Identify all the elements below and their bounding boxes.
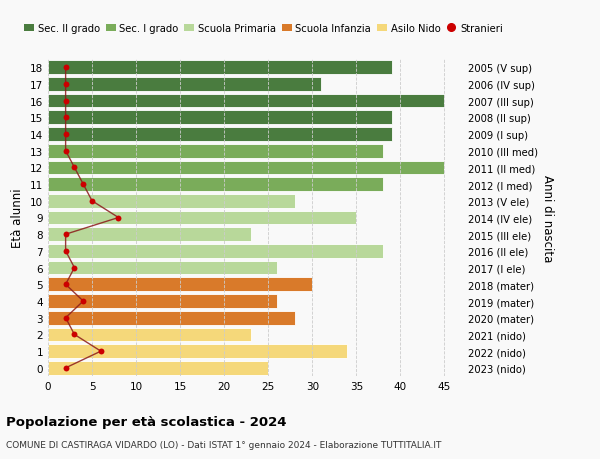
Bar [48,278,312,291]
Point [70,331,79,338]
Point [61,314,70,322]
Bar [48,228,251,241]
Point [87,198,97,205]
Bar [48,361,268,375]
Point [70,164,79,172]
Point [61,81,70,88]
Point [79,181,88,188]
Point [61,131,70,138]
Point [61,64,70,72]
Text: Popolazione per età scolastica - 2024: Popolazione per età scolastica - 2024 [6,415,287,428]
Y-axis label: Età alunni: Età alunni [11,188,25,248]
Bar [48,261,277,275]
Bar [48,345,347,358]
Point [70,264,79,272]
Point [61,148,70,155]
Bar [48,61,392,75]
Y-axis label: Anni di nascita: Anni di nascita [541,174,554,262]
Text: COMUNE DI CASTIRAGA VIDARDO (LO) - Dati ISTAT 1° gennaio 2024 - Elaborazione TUT: COMUNE DI CASTIRAGA VIDARDO (LO) - Dati … [6,440,442,449]
Bar [48,145,383,158]
Point [61,281,70,288]
Point [61,248,70,255]
Point [61,98,70,105]
Bar [48,195,295,208]
Legend: Sec. II grado, Sec. I grado, Scuola Primaria, Scuola Infanzia, Asilo Nido, Stran: Sec. II grado, Sec. I grado, Scuola Prim… [24,23,503,34]
Bar [48,328,251,341]
Bar [48,178,383,191]
Bar [48,211,356,225]
Bar [48,161,445,175]
Point [113,214,123,222]
Point [61,231,70,238]
Bar [48,78,321,91]
Point [61,114,70,122]
Bar [48,95,445,108]
Point [61,364,70,372]
Bar [48,111,392,125]
Bar [48,311,295,325]
Bar [48,128,392,141]
Point [96,348,106,355]
Point [79,298,88,305]
Bar [48,295,277,308]
Bar [48,245,383,258]
